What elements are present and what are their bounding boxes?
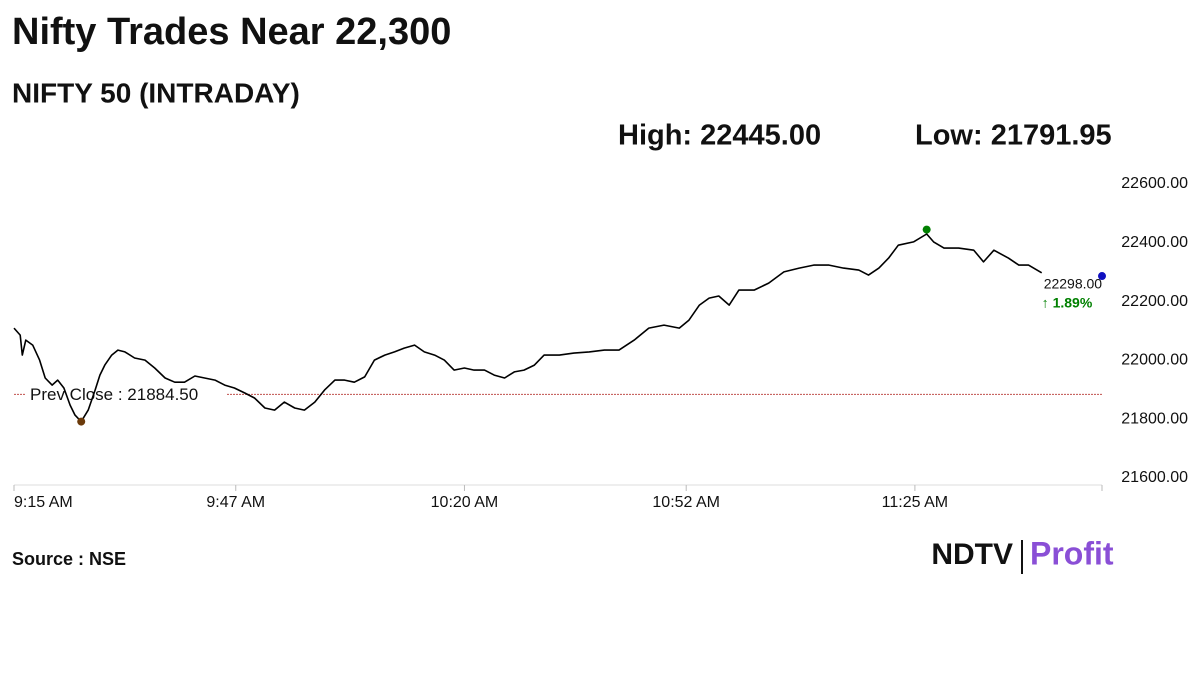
chart-subtitle: NIFTY 50 (INTRADAY) xyxy=(12,77,300,108)
x-tick-label: 9:15 AM xyxy=(14,494,73,511)
marker xyxy=(1098,272,1106,281)
x-tick-label: 9:47 AM xyxy=(206,494,265,511)
low-label: Low: 21791.95 xyxy=(915,120,1112,152)
marker xyxy=(77,417,86,426)
logo-right: Profit xyxy=(1030,535,1114,571)
y-tick-label: 22000.00 xyxy=(1121,352,1188,369)
y-tick-label: 22600.00 xyxy=(1121,175,1188,192)
x-tick-label: 10:20 AM xyxy=(431,494,499,511)
y-tick-label: 22400.00 xyxy=(1121,234,1188,251)
y-tick-label: 21800.00 xyxy=(1121,410,1188,427)
logo-left: NDTV xyxy=(931,538,1013,571)
change-value: ↑ 1.89% xyxy=(1042,294,1093,310)
x-tick-label: 11:25 AM xyxy=(882,494,948,511)
high-label: High: 22445.00 xyxy=(618,120,821,152)
source: Source : NSE xyxy=(12,549,126,569)
chart-title: Nifty Trades Near 22,300 xyxy=(12,11,451,53)
x-tick-label: 10:52 AM xyxy=(652,494,720,511)
marker xyxy=(922,225,931,234)
price-line xyxy=(13,233,1043,423)
last-value: 22298.00 xyxy=(1044,275,1103,291)
y-tick-label: 21600.00 xyxy=(1121,469,1188,486)
label-bg xyxy=(26,383,226,406)
y-tick-label: 22200.00 xyxy=(1121,293,1188,310)
reference-label: Prev Close : 21884.50 xyxy=(30,385,198,404)
